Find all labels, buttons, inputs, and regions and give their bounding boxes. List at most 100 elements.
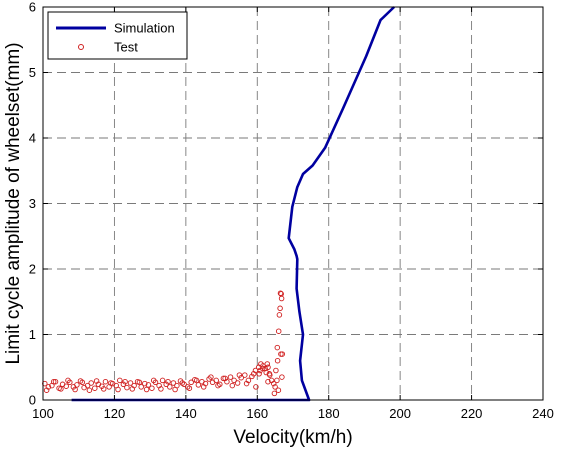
test-point [208,374,214,380]
test-point [213,377,219,384]
test-point [167,384,173,390]
x-tick-label: 180 [318,406,340,421]
test-point [150,377,157,384]
test-point [52,378,59,385]
test-point [275,387,282,393]
test-point [124,384,130,391]
test-point [231,377,237,384]
test-point [58,386,64,392]
y-tick-label: 1 [29,327,36,342]
test-point [253,384,259,390]
test-point [234,380,241,386]
test-point [74,382,80,388]
x-tick-label: 120 [104,406,126,421]
legend-test-swatch [78,44,84,50]
legend: Simulation Test [47,11,188,60]
grid [43,7,543,400]
x-tick-label: 240 [532,406,554,421]
test-point [165,378,171,385]
test-point [278,351,284,357]
test-point [250,371,257,377]
legend-box [47,11,188,60]
test-point [236,372,243,378]
x-tick-label: 200 [389,406,411,421]
test-point [108,380,114,386]
test-point [72,386,78,393]
test-point [274,344,281,351]
test-point [136,379,143,386]
test-point [277,305,283,312]
test-point [279,374,285,380]
test-point [159,377,166,384]
test-point [138,384,144,390]
test-point [276,312,283,318]
test-point [186,385,193,391]
test-point [50,378,57,385]
y-tick-label: 4 [29,131,36,146]
test-point [277,290,284,296]
test-point [65,377,71,384]
x-tick-label: 140 [175,406,197,421]
test-point [264,361,271,367]
test-point [257,367,263,374]
x-tick-label: 160 [246,406,268,421]
test-point [117,377,123,384]
y-tick-label: 5 [29,65,36,80]
test-point [266,371,273,377]
test-point [229,382,236,389]
test-point [193,377,200,384]
test-point [275,328,282,334]
test-point [200,384,207,390]
test-point [129,386,136,392]
x-axis-label: Velocity(km/h) [233,427,352,448]
test-point [262,365,268,372]
y-tick-label: 3 [29,196,36,211]
test-point [63,383,69,389]
test-point [92,385,98,391]
test-point [88,380,94,386]
test-point [256,371,262,377]
y-tick-label: 0 [29,393,36,408]
test-point [195,382,202,388]
test-point [272,384,278,390]
test-series [42,290,286,397]
test-point [265,364,271,371]
test-point [149,385,155,391]
test-point [263,369,269,376]
test-point [100,386,107,392]
test-point [79,379,86,386]
test-point [271,390,278,397]
test-point [145,382,152,388]
test-point [220,375,227,382]
test-point [84,382,91,389]
x-tick-label: 220 [461,406,483,421]
test-point [278,295,285,302]
test-point [188,379,194,386]
test-point [227,374,234,380]
test-point [170,380,177,386]
legend-simulation-label: Simulation [114,21,175,36]
test-point [142,380,148,387]
simulation-line [71,6,396,402]
y-axis-label: Limit cycle amplitude of wheelset(mm) [3,42,24,364]
test-point [265,378,271,385]
test-point [274,357,281,364]
test-point [215,382,221,389]
test-point [273,367,279,374]
test-point [179,380,186,386]
test-point [122,378,128,385]
test-point [86,387,93,393]
test-point [222,375,228,382]
test-point [102,378,109,385]
test-point [274,377,280,384]
test-point [243,380,250,387]
y-tick-label: 6 [29,0,36,15]
test-point [127,380,134,386]
legend-test-label: Test [114,40,138,55]
test-point [158,386,164,392]
y-tick-label: 2 [29,262,36,277]
test-point [270,380,277,387]
x-tick-label: 100 [32,406,54,421]
